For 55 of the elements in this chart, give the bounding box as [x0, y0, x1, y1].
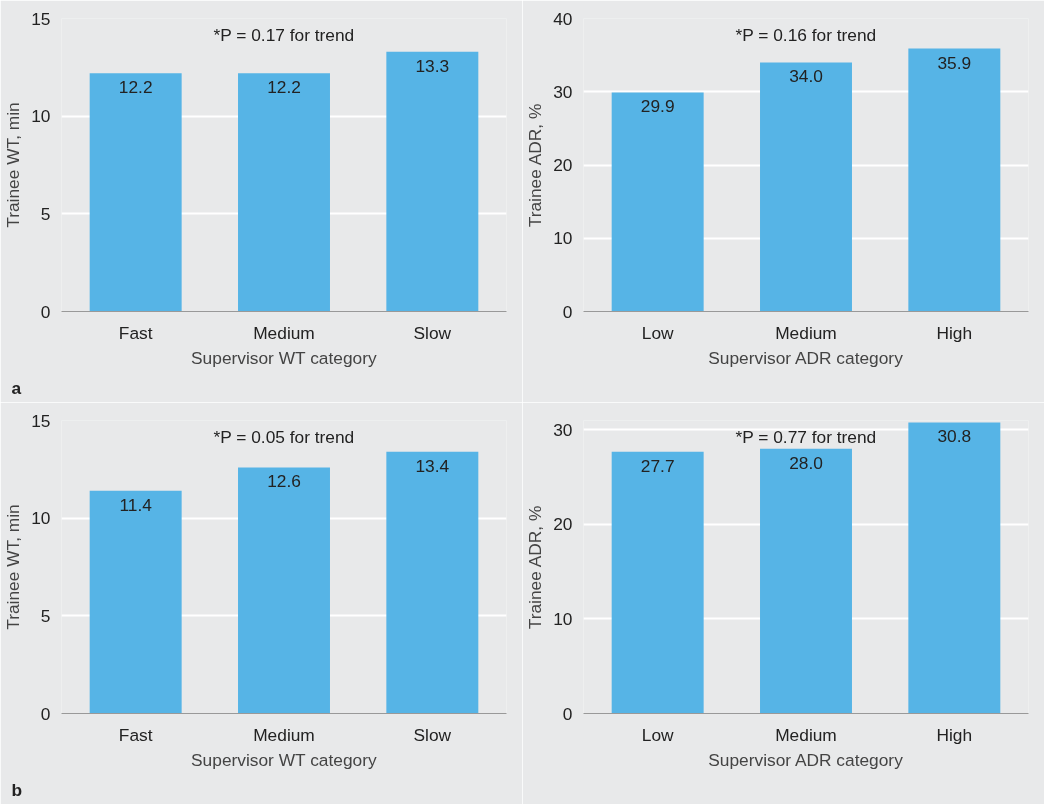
annotation: *P = 0.05 for trend	[213, 426, 355, 447]
data-label: 12.6	[267, 471, 301, 492]
x-tick-label: Medium	[253, 322, 315, 343]
y-tick-label: 10	[31, 106, 51, 127]
y-axis-title: Trainee ADR, %	[525, 103, 546, 228]
data-label: 30.8	[937, 426, 972, 447]
x-axis-title: Supervisor WT category	[191, 347, 377, 368]
y-tick-label: 20	[553, 514, 573, 535]
data-label: 13.3	[415, 55, 450, 76]
data-label: 12.2	[267, 77, 301, 98]
y-tick-label: 30	[553, 81, 573, 102]
y-tick-label: 20	[553, 155, 573, 175]
x-tick-label: High	[936, 724, 973, 745]
y-axis-title: Trainee WT, min	[3, 504, 24, 630]
x-axis-title: Supervisor ADR category	[708, 347, 904, 368]
text: a	[11, 377, 22, 398]
x-axis-title: Supervisor ADR category	[708, 749, 904, 770]
x-tick-label: Low	[641, 724, 675, 745]
y-tick-label: 40	[553, 8, 573, 29]
annotation: *P = 0.77 for trend	[735, 426, 877, 447]
x-tick-label: Fast	[118, 322, 153, 343]
data-label: 12.2	[118, 77, 153, 98]
y-tick-label: 0	[562, 703, 573, 724]
y-tick-label: 10	[553, 228, 573, 249]
annotation: *P = 0.17 for trend	[213, 24, 355, 45]
x-axis-title: Supervisor WT category	[191, 749, 377, 770]
y-axis-title: Trainee ADR, %	[525, 505, 546, 630]
x-tick-label: Low	[641, 322, 675, 343]
y-axis-title: Trainee WT, min	[3, 102, 24, 228]
y-tick-label: 0	[40, 301, 51, 322]
y-tick-label: 10	[31, 508, 51, 529]
y-tick-label: 30	[553, 419, 573, 440]
y-tick-label: 15	[31, 410, 51, 431]
data-label: 35.9	[937, 52, 972, 73]
x-tick-label: Medium	[253, 724, 315, 745]
data-label: 11.4	[119, 494, 153, 515]
y-tick-label: 15	[31, 8, 51, 29]
data-label: 13.4	[415, 455, 450, 476]
x-tick-label: Medium	[775, 724, 837, 745]
y-tick-label: 0	[562, 301, 573, 322]
data-label: 29.9	[640, 96, 675, 117]
y-tick-label: 5	[40, 605, 51, 626]
data-label: 34.0	[789, 66, 823, 87]
y-tick-label: 5	[40, 203, 51, 224]
data-label: 27.7	[640, 455, 675, 476]
x-tick-label: Medium	[775, 322, 837, 343]
x-tick-label: Fast	[118, 724, 153, 745]
x-tick-label: High	[936, 322, 973, 343]
x-tick-label: Slow	[413, 724, 452, 745]
text: b	[11, 779, 23, 800]
data-label: 28.0	[789, 452, 823, 473]
x-tick-label: Slow	[413, 322, 452, 343]
annotation: *P = 0.16 for trend	[735, 24, 877, 45]
y-tick-label: 0	[40, 703, 51, 724]
y-tick-label: 10	[553, 608, 573, 629]
